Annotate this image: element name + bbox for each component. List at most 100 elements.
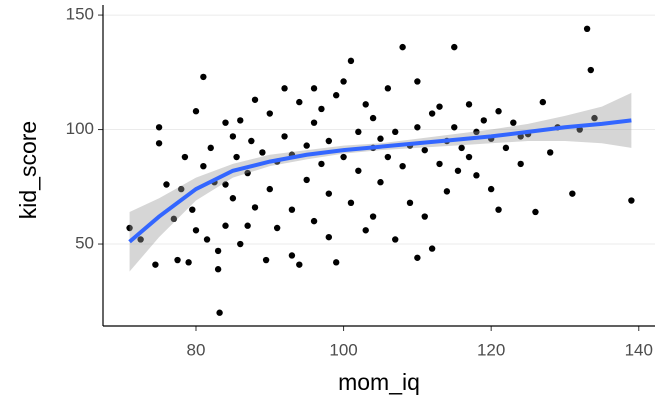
point bbox=[185, 259, 192, 266]
point bbox=[126, 224, 133, 232]
point bbox=[591, 114, 598, 122]
point bbox=[325, 190, 333, 197]
point bbox=[266, 110, 273, 117]
point bbox=[273, 224, 281, 232]
point bbox=[436, 160, 443, 168]
point bbox=[392, 236, 399, 243]
point bbox=[473, 172, 480, 179]
point bbox=[414, 78, 421, 85]
point bbox=[458, 144, 465, 152]
point bbox=[259, 149, 266, 156]
point bbox=[262, 256, 270, 264]
point bbox=[325, 137, 333, 145]
point bbox=[178, 185, 185, 193]
point bbox=[421, 146, 428, 154]
point bbox=[347, 57, 355, 65]
point bbox=[310, 85, 318, 92]
point bbox=[465, 101, 473, 108]
point bbox=[222, 119, 229, 126]
point bbox=[207, 144, 214, 152]
point bbox=[229, 133, 237, 140]
point bbox=[332, 92, 340, 99]
point bbox=[428, 245, 436, 252]
point bbox=[414, 124, 421, 131]
x-tick-label: 100 bbox=[329, 340, 357, 359]
point bbox=[487, 185, 495, 193]
point bbox=[384, 153, 392, 161]
point bbox=[473, 128, 480, 136]
point bbox=[281, 133, 288, 140]
point bbox=[181, 153, 189, 161]
point bbox=[222, 181, 229, 188]
point bbox=[318, 160, 325, 168]
point bbox=[318, 105, 325, 113]
point bbox=[495, 108, 502, 115]
point bbox=[628, 197, 635, 204]
y-tick-label: 150 bbox=[66, 5, 94, 24]
x-tick-label: 140 bbox=[625, 340, 653, 359]
point bbox=[583, 25, 591, 33]
point bbox=[399, 43, 406, 51]
point bbox=[152, 261, 159, 268]
point bbox=[362, 101, 369, 108]
point bbox=[222, 222, 229, 229]
smooth-line bbox=[128, 118, 632, 244]
point bbox=[510, 119, 517, 126]
point bbox=[244, 169, 251, 177]
point bbox=[281, 85, 288, 92]
point bbox=[189, 206, 196, 213]
point bbox=[399, 162, 406, 170]
point bbox=[248, 137, 255, 145]
point bbox=[355, 167, 362, 174]
point bbox=[266, 185, 273, 193]
point bbox=[377, 135, 384, 142]
y-axis-title: kid_score bbox=[15, 121, 41, 219]
point bbox=[214, 247, 222, 255]
point bbox=[203, 236, 211, 243]
point bbox=[332, 259, 340, 266]
point bbox=[451, 124, 458, 131]
point bbox=[244, 222, 251, 229]
point bbox=[192, 108, 200, 115]
x-axis-title: mom_iq bbox=[338, 369, 420, 395]
point bbox=[406, 199, 414, 207]
point bbox=[288, 206, 296, 213]
point bbox=[384, 85, 392, 92]
point bbox=[347, 199, 355, 207]
point bbox=[392, 128, 399, 136]
x-tick-label: 80 bbox=[187, 340, 206, 359]
point bbox=[443, 188, 451, 195]
point bbox=[310, 217, 318, 225]
y-tick-label: 50 bbox=[75, 234, 94, 253]
point bbox=[495, 206, 502, 213]
point bbox=[155, 124, 163, 131]
point bbox=[539, 98, 547, 106]
point bbox=[251, 96, 259, 103]
point bbox=[174, 256, 181, 264]
point bbox=[355, 128, 362, 136]
confidence-band bbox=[129, 92, 632, 272]
point bbox=[480, 117, 487, 124]
y-tick-label: 100 bbox=[66, 119, 94, 138]
point bbox=[192, 227, 200, 234]
point bbox=[303, 142, 310, 149]
point bbox=[451, 43, 458, 51]
point bbox=[296, 261, 303, 268]
point bbox=[237, 117, 244, 124]
point bbox=[377, 179, 384, 186]
point bbox=[200, 162, 207, 170]
x-tick-label: 120 bbox=[477, 340, 505, 359]
point bbox=[454, 167, 462, 174]
point bbox=[362, 227, 369, 234]
point bbox=[421, 213, 428, 220]
point bbox=[569, 190, 576, 197]
point bbox=[587, 66, 594, 74]
point bbox=[303, 176, 310, 184]
point bbox=[214, 266, 222, 273]
point bbox=[547, 149, 554, 156]
point bbox=[251, 204, 259, 211]
point bbox=[137, 236, 144, 243]
point bbox=[200, 73, 207, 81]
point bbox=[296, 98, 303, 106]
point bbox=[502, 144, 510, 152]
